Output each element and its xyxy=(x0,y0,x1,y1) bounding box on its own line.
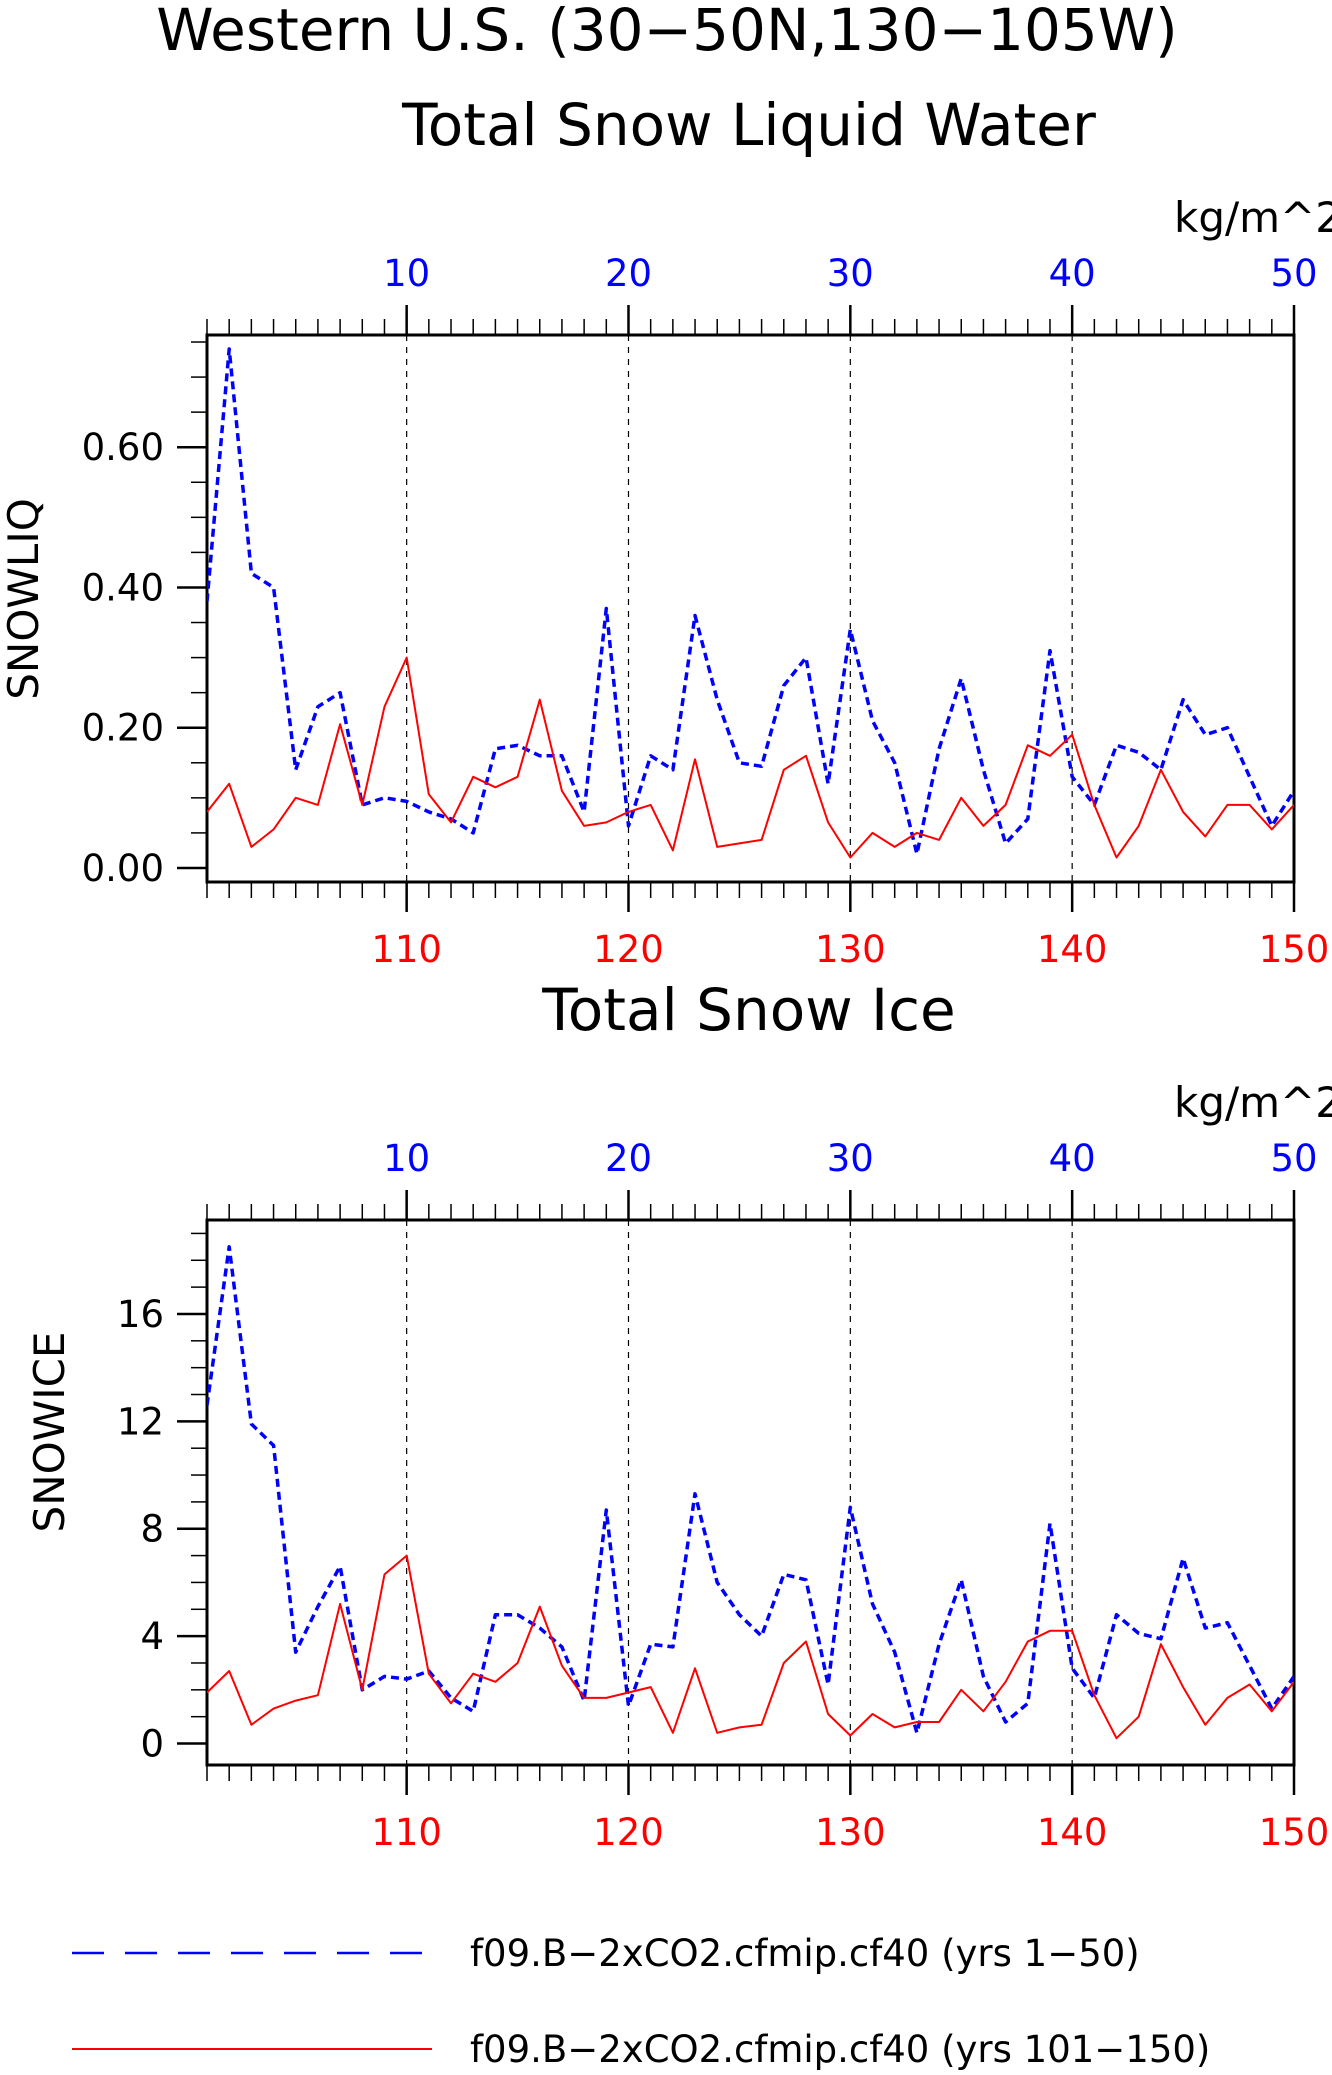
series-line-blue xyxy=(207,347,1294,856)
panel-snowliq: Total Snow Liquid Water kg/m^2 SNOWLIQ 1… xyxy=(0,91,1332,971)
x-top-tick-label: 40 xyxy=(1049,252,1096,295)
panel-snowice: Total Snow Ice kg/m^2 SNOWICE 10 20 30 40 50… xyxy=(25,976,1332,1854)
series-line-blue xyxy=(207,1245,1294,1735)
x-bottom-tick-label: 150 xyxy=(1259,928,1330,971)
x-bottom-tick-label: 120 xyxy=(593,928,664,971)
x-bottom-tick-label: 110 xyxy=(371,928,442,971)
x-top-tick-label: 20 xyxy=(605,1137,652,1180)
series-line-red xyxy=(207,1554,1294,1740)
y-tick-label: 8 xyxy=(140,1508,164,1551)
panel-title: Total Snow Ice xyxy=(541,976,956,1044)
top-axis-units: kg/m^2 xyxy=(1174,1078,1332,1127)
y-tick-label: 4 xyxy=(140,1615,164,1658)
x-bottom-tick-label: 140 xyxy=(1037,1811,1108,1854)
x-top-tick-label: 20 xyxy=(605,252,652,295)
plot-area: 10 20 30 40 50 110 120 130 140 150 0 4 8 12 16 xyxy=(117,1137,1329,1854)
panel-title: Total Snow Liquid Water xyxy=(401,91,1096,159)
y-tick-label: 0.20 xyxy=(82,707,164,750)
y-axis-label: SNOWICE xyxy=(25,1332,74,1533)
legend-label: f09.B−2xCO2.cfmip.cf40 (yrs 1−50) xyxy=(470,1932,1140,1975)
x-bottom-tick-label: 120 xyxy=(593,1811,664,1854)
x-top-tick-label: 40 xyxy=(1049,1137,1096,1180)
y-tick-label: 0.00 xyxy=(82,847,164,890)
plot-frame xyxy=(205,1218,1296,1767)
x-bottom-tick-label: 150 xyxy=(1259,1811,1330,1854)
y-tick-label: 12 xyxy=(117,1400,164,1443)
y-tick-label: 0 xyxy=(140,1723,164,1766)
plot-area: 10 20 30 40 50 110 120 130 140 150 0.00 0.20 0.40 0.6… xyxy=(82,252,1330,971)
x-top-tick-label: 50 xyxy=(1270,1137,1317,1180)
x-bottom-tick-label: 130 xyxy=(815,928,886,971)
y-tick-label: 0.40 xyxy=(82,566,164,609)
series-line-red xyxy=(207,656,1294,859)
legend: f09.B−2xCO2.cfmip.cf40 (yrs 1−50) f09.B−… xyxy=(72,1932,1210,2071)
y-axis-label: SNOWLIQ xyxy=(0,498,48,700)
plot-frame xyxy=(205,333,1296,884)
x-top-tick-label: 10 xyxy=(383,1137,430,1180)
x-bottom-tick-label: 110 xyxy=(371,1811,442,1854)
y-tick-label: 0.60 xyxy=(82,426,164,469)
x-top-tick-label: 50 xyxy=(1270,252,1317,295)
x-bottom-tick-label: 130 xyxy=(815,1811,886,1854)
y-tick-label: 16 xyxy=(117,1293,164,1336)
x-top-tick-label: 10 xyxy=(383,252,430,295)
x-top-tick-label: 30 xyxy=(827,252,874,295)
top-axis-units: kg/m^2 xyxy=(1174,193,1332,242)
legend-label: f09.B−2xCO2.cfmip.cf40 (yrs 101−150) xyxy=(470,2028,1210,2071)
x-top-tick-label: 30 xyxy=(827,1137,874,1180)
x-bottom-tick-label: 140 xyxy=(1037,928,1108,971)
figure-title: Western U.S. (30−50N,130−105W) xyxy=(156,0,1178,64)
